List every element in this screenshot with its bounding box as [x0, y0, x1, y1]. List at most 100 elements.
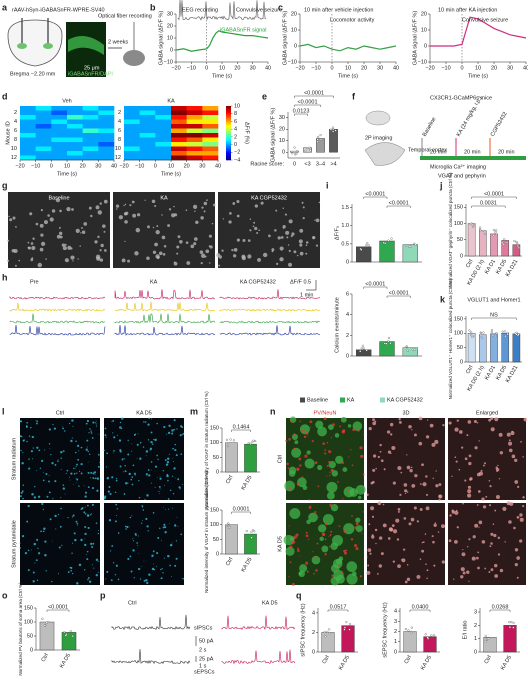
y-tick-label: 50 [213, 455, 219, 461]
data-point-decoration [360, 248, 363, 251]
heatmap-cell [98, 110, 115, 116]
x-tick-label: KA D5 [240, 475, 253, 492]
decorative-trace [114, 324, 216, 336]
texture [315, 569, 318, 572]
texture [331, 574, 334, 577]
data-point-decoration [316, 138, 319, 141]
row-label: Ctrl [277, 455, 283, 464]
x-tick-label: 10 [168, 163, 174, 169]
y-tick-label: 4 [14, 119, 17, 125]
texture [148, 573, 151, 576]
texture [138, 552, 140, 554]
texture [176, 252, 179, 255]
texture [322, 514, 334, 525]
panel-letter: e [262, 91, 267, 101]
texture [99, 258, 104, 262]
texture [31, 257, 34, 260]
data-point-decoration [508, 626, 511, 629]
texture [32, 571, 35, 574]
texture [406, 465, 411, 470]
texture [414, 473, 418, 478]
bar [244, 533, 257, 555]
y-tick-label: 4 [312, 610, 315, 616]
panel-letter: l [2, 406, 5, 416]
heatmap-cell [51, 106, 68, 111]
texture [95, 254, 101, 260]
texture [43, 220, 48, 225]
data-point-decoration [387, 239, 390, 242]
texture [490, 568, 494, 572]
texture [367, 564, 370, 567]
data-point-decoration [309, 149, 312, 152]
texture [372, 454, 377, 458]
texture [66, 206, 71, 212]
texture [64, 493, 66, 495]
bar [316, 138, 325, 153]
texture [370, 506, 375, 511]
x-tick-label: 20 [491, 65, 497, 71]
legend-label: KA CGP52432 [387, 397, 423, 403]
p-value: <0.0001 [48, 604, 68, 610]
data-point-decoration [329, 128, 333, 131]
texture [204, 255, 207, 258]
texture [382, 523, 387, 528]
texture [167, 480, 169, 482]
texture [89, 428, 91, 430]
texture [105, 578, 107, 580]
texture [146, 475, 148, 477]
decorative-trace [111, 649, 191, 665]
texture [433, 564, 436, 567]
texture [438, 498, 441, 502]
texture [271, 250, 274, 253]
texture [506, 432, 511, 437]
texture [84, 495, 87, 498]
texture [173, 261, 178, 266]
decorative-trace [111, 614, 191, 631]
heatmap-cell [155, 115, 172, 120]
heatmap-cell [82, 133, 99, 138]
texture [506, 501, 511, 506]
heatmap-cell [82, 137, 99, 143]
bar [402, 347, 419, 357]
heatmap-cell [20, 155, 36, 161]
y-tick-label: −10 [418, 59, 427, 65]
heatmap-cell [98, 146, 115, 152]
texture [167, 224, 171, 227]
texture [169, 564, 171, 567]
texture [298, 571, 303, 576]
texture [145, 455, 147, 456]
texture [157, 537, 160, 540]
texture [172, 493, 175, 495]
texture [118, 215, 123, 220]
heatmap-cell [171, 137, 187, 143]
heatmap-cell [20, 106, 36, 111]
y-tick-label: 150 [454, 205, 463, 211]
data-point-decoration [345, 621, 348, 624]
texture [70, 439, 73, 443]
texture [52, 423, 54, 426]
texture [56, 417, 58, 419]
y-tick-label: 8 [118, 137, 121, 143]
texture [143, 560, 145, 562]
heatmap-cell [20, 146, 36, 152]
texture [247, 254, 252, 259]
heatmap-cell [186, 137, 203, 143]
texture [213, 203, 216, 207]
texture [488, 571, 491, 573]
heatmap-cell [124, 142, 140, 147]
texture [249, 218, 252, 220]
texture [84, 538, 86, 540]
texture [464, 457, 468, 461]
texture [26, 421, 28, 424]
texture [147, 423, 150, 426]
heatmap-cell [202, 146, 219, 152]
texture [326, 464, 329, 467]
data-point-decoration [410, 631, 413, 634]
texture [75, 465, 77, 467]
texture [86, 419, 90, 423]
texture [115, 204, 120, 208]
colorbar-step [226, 119, 231, 122]
texture [88, 206, 92, 210]
significance-bracket [46, 609, 70, 612]
x-tick-label: >4 [330, 161, 336, 167]
